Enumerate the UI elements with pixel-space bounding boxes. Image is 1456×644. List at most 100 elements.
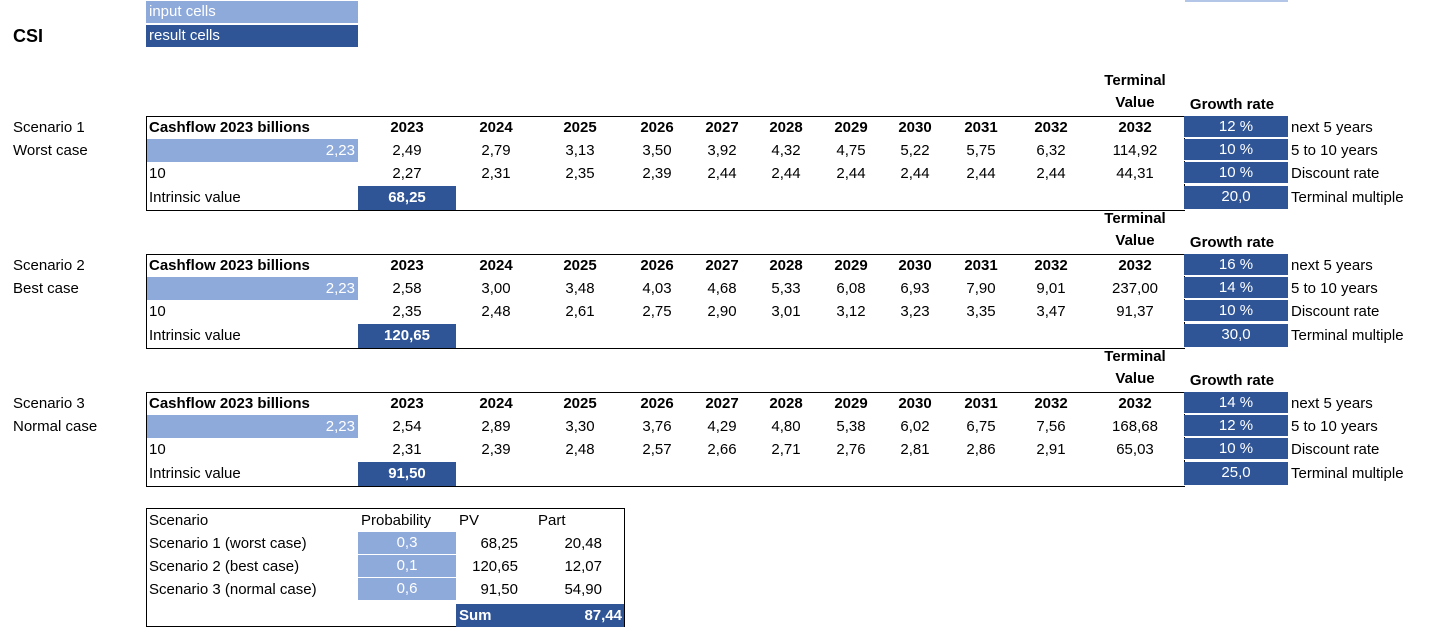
- legend-result-cells[interactable]: result cells: [146, 25, 358, 47]
- cashflow-value: 3,13: [565, 142, 595, 159]
- growth-rate-cells: 16 % 14 % 10 % 30,0: [1184, 254, 1288, 349]
- terminal-year: 2032: [1118, 257, 1152, 274]
- cashflow-value: 5,33: [771, 280, 801, 297]
- cashflow-value: 4,32: [771, 142, 801, 159]
- rate-description: next 5 years: [1291, 395, 1373, 412]
- cashflow-value: 4,75: [836, 142, 866, 159]
- growth-rate-cell[interactable]: 16 %: [1184, 254, 1288, 276]
- growth-rate-cell[interactable]: 10 %: [1184, 139, 1288, 161]
- growth-rate-cell[interactable]: 12 %: [1184, 415, 1288, 437]
- terminal-value: 237,00: [1112, 280, 1158, 297]
- growth-rate-cell[interactable]: 25,0: [1184, 462, 1288, 486]
- growth-rate-header: Growth rate: [1189, 234, 1275, 251]
- year-header: 2023: [390, 119, 424, 136]
- year-header: 2026: [640, 119, 674, 136]
- cashflow-value: 3,30: [565, 418, 595, 435]
- year-header: 2032: [1034, 257, 1068, 274]
- rate-description: 5 to 10 years: [1291, 280, 1378, 297]
- pv-value: 2,48: [481, 303, 511, 320]
- intrinsic-value-cell[interactable]: 68,25: [358, 186, 456, 210]
- cashflow-label: Cashflow 2023 billions: [149, 395, 310, 412]
- sum-result-cell[interactable]: [456, 604, 624, 627]
- sum-value: 87,44: [584, 607, 622, 624]
- summary-scenario: Scenario 2 (best case): [149, 558, 300, 575]
- cashflow-input-cell[interactable]: 2,23: [147, 277, 358, 300]
- year-header: 2027: [705, 395, 739, 412]
- terminal-header-line1: Terminal: [1104, 210, 1166, 227]
- cashflow-value: 5,75: [966, 142, 996, 159]
- pv-value: 2,44: [771, 165, 801, 182]
- year-header: 2029: [834, 119, 868, 136]
- scenario-name: Scenario 1: [13, 119, 85, 136]
- pv-value: 2,71: [771, 441, 801, 458]
- terminal-pv: 65,03: [1116, 441, 1154, 458]
- intrinsic-label: Intrinsic value: [149, 327, 241, 344]
- pv-value: 2,39: [642, 165, 672, 182]
- cashflow-value: 3,00: [481, 280, 511, 297]
- year-header: 2025: [563, 395, 597, 412]
- pv-value: 2,39: [481, 441, 511, 458]
- cashflow-value: 2,54: [392, 418, 422, 435]
- pv-value: 2,35: [565, 165, 595, 182]
- intrinsic-value-cell[interactable]: 120,65: [358, 324, 456, 348]
- pv-value: 2,57: [642, 441, 672, 458]
- summary-part: 20,48: [564, 535, 602, 552]
- summary-table: [146, 508, 625, 627]
- scenario-case: Best case: [13, 280, 79, 297]
- terminal-header-line2: Value: [1115, 370, 1155, 387]
- growth-rate-cell[interactable]: 30,0: [1184, 324, 1288, 348]
- years-count: 10: [149, 165, 166, 182]
- cashflow-value: 4,29: [707, 418, 737, 435]
- intrinsic-label: Intrinsic value: [149, 189, 241, 206]
- pv-value: 2,61: [565, 303, 595, 320]
- growth-rate-cell[interactable]: 12 %: [1184, 116, 1288, 138]
- probability-input-cell[interactable]: 0,6: [358, 578, 456, 600]
- pv-value: 2,44: [836, 165, 866, 182]
- probability-input-cell[interactable]: 0,1: [358, 555, 456, 577]
- terminal-value: 168,68: [1112, 418, 1158, 435]
- year-header: 2027: [705, 119, 739, 136]
- terminal-value: 114,92: [1112, 142, 1158, 159]
- pv-value: 2,76: [836, 441, 866, 458]
- growth-rate-cell[interactable]: 14 %: [1184, 392, 1288, 414]
- rate-description: 5 to 10 years: [1291, 142, 1378, 159]
- cashflow-value: 3,50: [642, 142, 672, 159]
- growth-rate-cell[interactable]: 14 %: [1184, 277, 1288, 299]
- growth-rate-cell[interactable]: 10 %: [1184, 162, 1288, 184]
- pv-value: 2,31: [481, 165, 511, 182]
- year-header: 2025: [563, 119, 597, 136]
- pv-value: 2,75: [642, 303, 672, 320]
- growth-rate-cell[interactable]: 10 %: [1184, 300, 1288, 322]
- year-header: 2031: [964, 119, 998, 136]
- pv-value: 3,01: [771, 303, 801, 320]
- year-header: 2028: [769, 119, 803, 136]
- year-header: 2028: [769, 257, 803, 274]
- probability-input-cell[interactable]: 0,3: [358, 532, 456, 554]
- summary-header: Probability: [361, 512, 432, 529]
- legend-input-cells[interactable]: input cells: [146, 1, 358, 23]
- terminal-year: 2032: [1118, 119, 1152, 136]
- pv-value: 3,35: [966, 303, 996, 320]
- year-header: 2030: [898, 119, 932, 136]
- cashflow-input-cell[interactable]: 2,23: [147, 139, 358, 162]
- cashflow-value: 3,48: [565, 280, 595, 297]
- rate-description: next 5 years: [1291, 119, 1373, 136]
- cashflow-value: 4,80: [771, 418, 801, 435]
- rate-description: Discount rate: [1291, 303, 1380, 320]
- pv-value: 2,31: [392, 441, 422, 458]
- intrinsic-value-cell[interactable]: 91,50: [358, 462, 456, 486]
- top-accent-cell: [1185, 0, 1288, 2]
- year-header: 2026: [640, 395, 674, 412]
- terminal-pv: 44,31: [1116, 165, 1154, 182]
- rate-description: Discount rate: [1291, 441, 1380, 458]
- scenario-name: Scenario 3: [13, 395, 85, 412]
- growth-rate-cell[interactable]: 20,0: [1184, 186, 1288, 210]
- terminal-year: 2032: [1118, 395, 1152, 412]
- pv-value: 2,91: [1036, 441, 1066, 458]
- growth-rate-cell[interactable]: 10 %: [1184, 438, 1288, 460]
- pv-value: 2,86: [966, 441, 996, 458]
- intrinsic-label: Intrinsic value: [149, 465, 241, 482]
- year-header: 2032: [1034, 395, 1068, 412]
- cashflow-value: 6,93: [900, 280, 930, 297]
- cashflow-input-cell[interactable]: 2,23: [147, 415, 358, 438]
